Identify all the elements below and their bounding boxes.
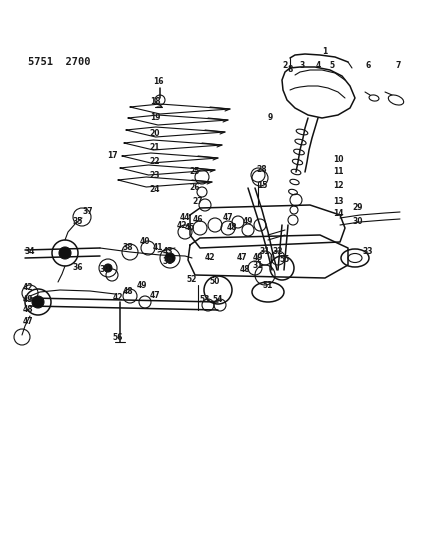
Circle shape (32, 296, 44, 308)
Text: 46: 46 (193, 215, 203, 224)
Text: 33: 33 (363, 247, 373, 256)
Text: 9: 9 (268, 114, 273, 123)
Text: 42: 42 (205, 254, 215, 262)
Text: 49: 49 (137, 281, 147, 290)
Text: 45: 45 (185, 223, 195, 232)
Text: 23: 23 (150, 171, 160, 180)
Text: 22: 22 (150, 157, 160, 166)
Text: 1: 1 (322, 47, 327, 56)
Text: 17: 17 (107, 150, 117, 159)
Text: 36: 36 (73, 263, 83, 272)
Text: 38: 38 (123, 244, 133, 253)
Text: 30: 30 (353, 217, 363, 227)
Text: 42: 42 (177, 221, 187, 230)
Text: 24: 24 (150, 185, 160, 195)
Text: 43: 43 (163, 247, 173, 256)
Text: 16: 16 (153, 77, 163, 86)
Text: 37: 37 (83, 207, 93, 216)
Text: 15: 15 (257, 181, 267, 190)
Text: 26: 26 (190, 183, 200, 192)
Text: 34: 34 (25, 247, 35, 256)
Text: 42: 42 (113, 294, 123, 303)
Text: 3: 3 (299, 61, 305, 69)
Text: 41: 41 (153, 244, 163, 253)
Text: 2: 2 (282, 61, 288, 69)
Text: 35: 35 (73, 217, 83, 227)
Text: 4: 4 (315, 61, 321, 69)
Text: 20: 20 (150, 128, 160, 138)
Text: 11: 11 (333, 167, 343, 176)
Text: 14: 14 (333, 209, 343, 219)
Text: 47: 47 (23, 318, 33, 327)
Text: 49: 49 (243, 217, 253, 227)
Text: 48: 48 (23, 305, 33, 314)
Text: 49: 49 (253, 254, 263, 262)
Text: 32: 32 (273, 247, 283, 256)
Text: 42: 42 (23, 284, 33, 293)
Text: 39: 39 (100, 265, 110, 274)
Circle shape (165, 253, 175, 263)
Text: 21: 21 (150, 143, 160, 152)
Text: 8: 8 (287, 66, 293, 75)
Text: 51: 51 (263, 281, 273, 290)
Text: 47: 47 (223, 214, 233, 222)
Circle shape (104, 264, 112, 272)
Text: 27: 27 (193, 198, 203, 206)
Text: 19: 19 (150, 114, 160, 123)
Text: 48: 48 (240, 265, 250, 274)
Text: 50: 50 (210, 278, 220, 287)
Text: 28: 28 (257, 166, 268, 174)
Text: 48: 48 (123, 287, 133, 296)
Text: 52: 52 (187, 276, 197, 285)
Text: 47: 47 (150, 292, 160, 301)
Text: 7: 7 (395, 61, 401, 69)
Text: 49: 49 (23, 295, 33, 304)
Text: 40: 40 (140, 238, 150, 246)
Text: 29: 29 (353, 204, 363, 213)
Text: 5: 5 (330, 61, 335, 69)
Text: 6: 6 (366, 61, 371, 69)
Text: 48: 48 (227, 223, 237, 232)
Text: 12: 12 (333, 181, 343, 190)
Text: 55: 55 (280, 255, 290, 264)
Text: 31: 31 (253, 261, 263, 270)
Text: 25: 25 (190, 167, 200, 176)
Text: 56: 56 (113, 334, 123, 343)
Text: 18: 18 (150, 98, 160, 107)
Text: 47: 47 (237, 254, 247, 262)
Text: 31: 31 (260, 247, 270, 256)
Text: 38: 38 (163, 257, 173, 266)
Text: 13: 13 (333, 198, 343, 206)
Text: 54: 54 (213, 295, 223, 304)
Text: 5751  2700: 5751 2700 (28, 57, 90, 67)
Circle shape (59, 247, 71, 259)
Text: 10: 10 (333, 156, 343, 165)
Text: 44: 44 (180, 214, 190, 222)
Text: 53: 53 (200, 295, 210, 304)
